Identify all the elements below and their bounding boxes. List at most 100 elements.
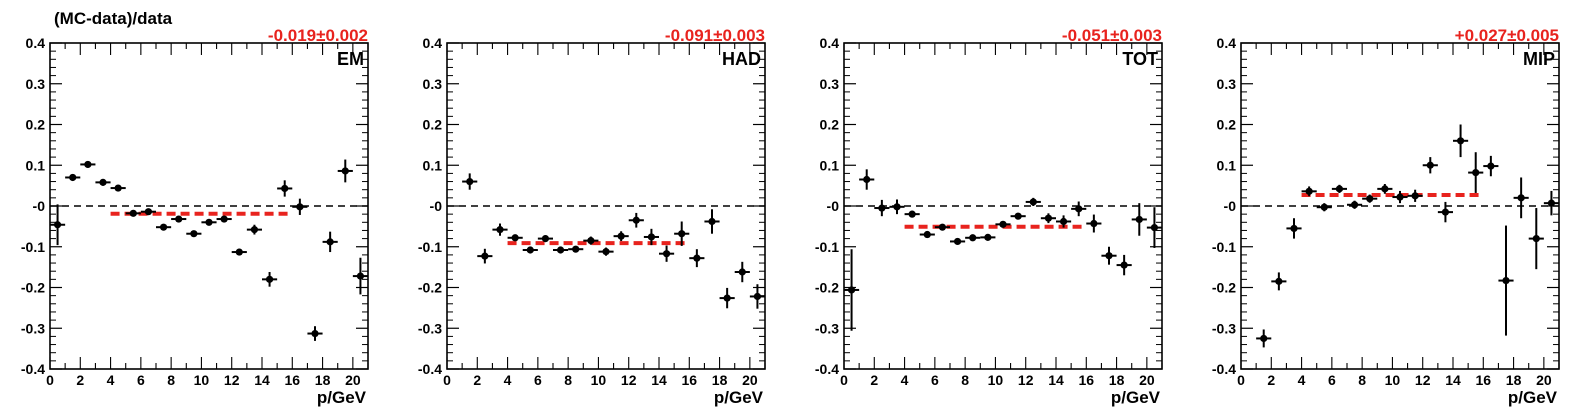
data-point <box>1498 225 1514 336</box>
data-point <box>1101 246 1117 265</box>
marker <box>984 233 992 241</box>
data-point <box>140 208 156 216</box>
data-point <box>995 220 1011 228</box>
data-point <box>1347 200 1363 209</box>
x-tick-label: 14 <box>1048 372 1064 388</box>
marker <box>526 246 534 254</box>
marker <box>159 223 168 231</box>
marker <box>602 248 610 256</box>
marker <box>1502 276 1510 285</box>
data-point <box>1146 207 1162 248</box>
marker <box>281 184 289 193</box>
x-tick-label: 18 <box>1506 372 1522 388</box>
marker <box>863 175 871 184</box>
data-point <box>919 230 935 239</box>
marker <box>908 210 916 218</box>
data-point <box>231 248 247 256</box>
marker <box>1135 215 1143 224</box>
marker <box>1075 205 1083 213</box>
x-tick-label: 10 <box>591 372 607 388</box>
data-point <box>583 236 599 245</box>
marker <box>723 294 731 302</box>
data-point <box>1256 329 1272 348</box>
x-tick-label: 16 <box>681 372 697 388</box>
y-tick-label: 0.4 <box>1217 35 1237 51</box>
marker <box>250 226 259 234</box>
marker <box>617 232 625 240</box>
data-point <box>859 169 875 190</box>
y-tick-label: 0.1 <box>820 157 840 173</box>
data-point <box>1453 124 1469 158</box>
data-point <box>980 233 996 241</box>
marker <box>1090 219 1098 228</box>
data-point <box>628 212 644 228</box>
x-tick-label: 20 <box>1536 372 1552 388</box>
marker <box>1547 199 1556 207</box>
marker <box>1260 334 1268 343</box>
data-point <box>950 237 966 246</box>
marker <box>1320 203 1328 211</box>
data-point <box>262 272 278 287</box>
x-tick-label: 6 <box>534 372 542 388</box>
marker <box>311 329 319 338</box>
data-point <box>95 178 111 186</box>
x-tick-label: 14 <box>254 372 270 388</box>
fit-result-text: +0.027±0.005 <box>1455 26 1559 45</box>
x-tick-label: 12 <box>224 372 240 388</box>
marker <box>1275 277 1283 285</box>
marker <box>1441 208 1450 216</box>
panel-label: HAD <box>722 49 761 69</box>
y-tick-label: -0 <box>430 198 443 214</box>
marker <box>1150 223 1159 232</box>
data-point <box>1071 201 1087 217</box>
marker <box>1517 194 1525 202</box>
marker <box>496 226 504 234</box>
x-tick-label: 20 <box>1139 372 1155 388</box>
marker <box>1105 252 1113 260</box>
data-point <box>674 221 690 246</box>
marker <box>69 173 77 182</box>
marker <box>84 160 92 169</box>
y-tick-label: -0.1 <box>815 239 839 255</box>
x-tick-label: 12 <box>621 372 637 388</box>
y-tick-label: -0.4 <box>21 361 45 377</box>
y-tick-label: 0.1 <box>26 157 46 173</box>
x-tick-label: 18 <box>712 372 728 388</box>
y-tick-label: -0.3 <box>418 320 442 336</box>
x-axis-label: p/GeV <box>317 388 367 407</box>
data-point <box>110 184 126 192</box>
marker <box>1487 162 1495 170</box>
x-tick-label: 4 <box>901 372 909 388</box>
y-tick-label: -0.3 <box>1212 320 1236 336</box>
marker <box>466 177 474 186</box>
data-point <box>874 199 890 217</box>
x-tick-label: 14 <box>1445 372 1461 388</box>
x-tick-label: 8 <box>961 372 969 388</box>
marker <box>1059 217 1068 226</box>
y-tick-label: -0.4 <box>418 361 442 377</box>
fit-result-text: -0.019±0.002 <box>268 26 368 45</box>
data-point <box>1025 197 1041 206</box>
data-point <box>522 246 538 254</box>
x-tick-label: 10 <box>988 372 1004 388</box>
x-tick-label: 12 <box>1018 372 1034 388</box>
marker <box>114 184 122 192</box>
data-point <box>1392 190 1408 204</box>
data-point <box>201 218 217 226</box>
marker <box>847 286 856 294</box>
data-point <box>934 223 950 231</box>
data-point <box>477 248 493 264</box>
marker <box>326 238 334 246</box>
y-tick-label: -0.3 <box>21 320 45 336</box>
marker <box>541 235 550 243</box>
marker <box>753 292 762 301</box>
marker <box>1044 214 1053 222</box>
x-tick-label: 10 <box>1385 372 1401 388</box>
data-point <box>292 198 308 215</box>
data-point <box>553 246 569 254</box>
x-tick-label: 16 <box>1475 372 1491 388</box>
marker <box>1426 161 1434 169</box>
data-point <box>1528 208 1544 270</box>
y-tick-label: 0.3 <box>26 76 46 92</box>
y-tick-label: -0.1 <box>21 239 45 255</box>
